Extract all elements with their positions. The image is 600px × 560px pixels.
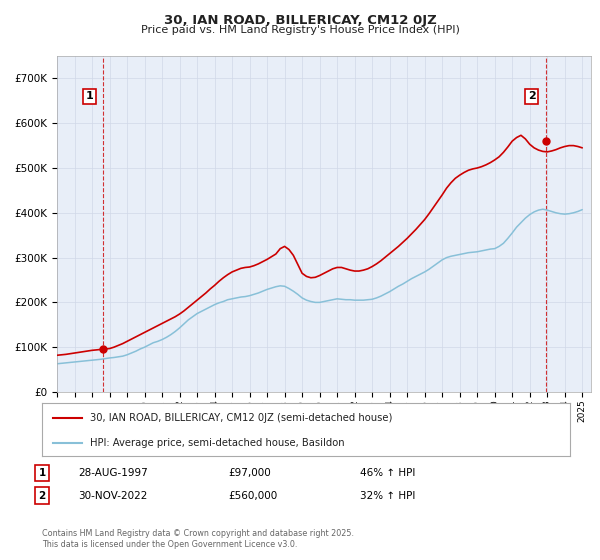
Text: Price paid vs. HM Land Registry's House Price Index (HPI): Price paid vs. HM Land Registry's House … — [140, 25, 460, 35]
Text: 46% ↑ HPI: 46% ↑ HPI — [360, 468, 415, 478]
Text: 30, IAN ROAD, BILLERICAY, CM12 0JZ: 30, IAN ROAD, BILLERICAY, CM12 0JZ — [164, 14, 436, 27]
Text: Contains HM Land Registry data © Crown copyright and database right 2025.
This d: Contains HM Land Registry data © Crown c… — [42, 529, 354, 549]
Text: 30, IAN ROAD, BILLERICAY, CM12 0JZ (semi-detached house): 30, IAN ROAD, BILLERICAY, CM12 0JZ (semi… — [89, 413, 392, 423]
Text: HPI: Average price, semi-detached house, Basildon: HPI: Average price, semi-detached house,… — [89, 438, 344, 448]
Text: 32% ↑ HPI: 32% ↑ HPI — [360, 491, 415, 501]
Text: 1: 1 — [38, 468, 46, 478]
Text: £560,000: £560,000 — [228, 491, 277, 501]
Text: 30-NOV-2022: 30-NOV-2022 — [78, 491, 148, 501]
Text: 2: 2 — [38, 491, 46, 501]
Text: £97,000: £97,000 — [228, 468, 271, 478]
Text: 28-AUG-1997: 28-AUG-1997 — [78, 468, 148, 478]
Text: 1: 1 — [86, 91, 93, 101]
Text: 2: 2 — [528, 91, 536, 101]
